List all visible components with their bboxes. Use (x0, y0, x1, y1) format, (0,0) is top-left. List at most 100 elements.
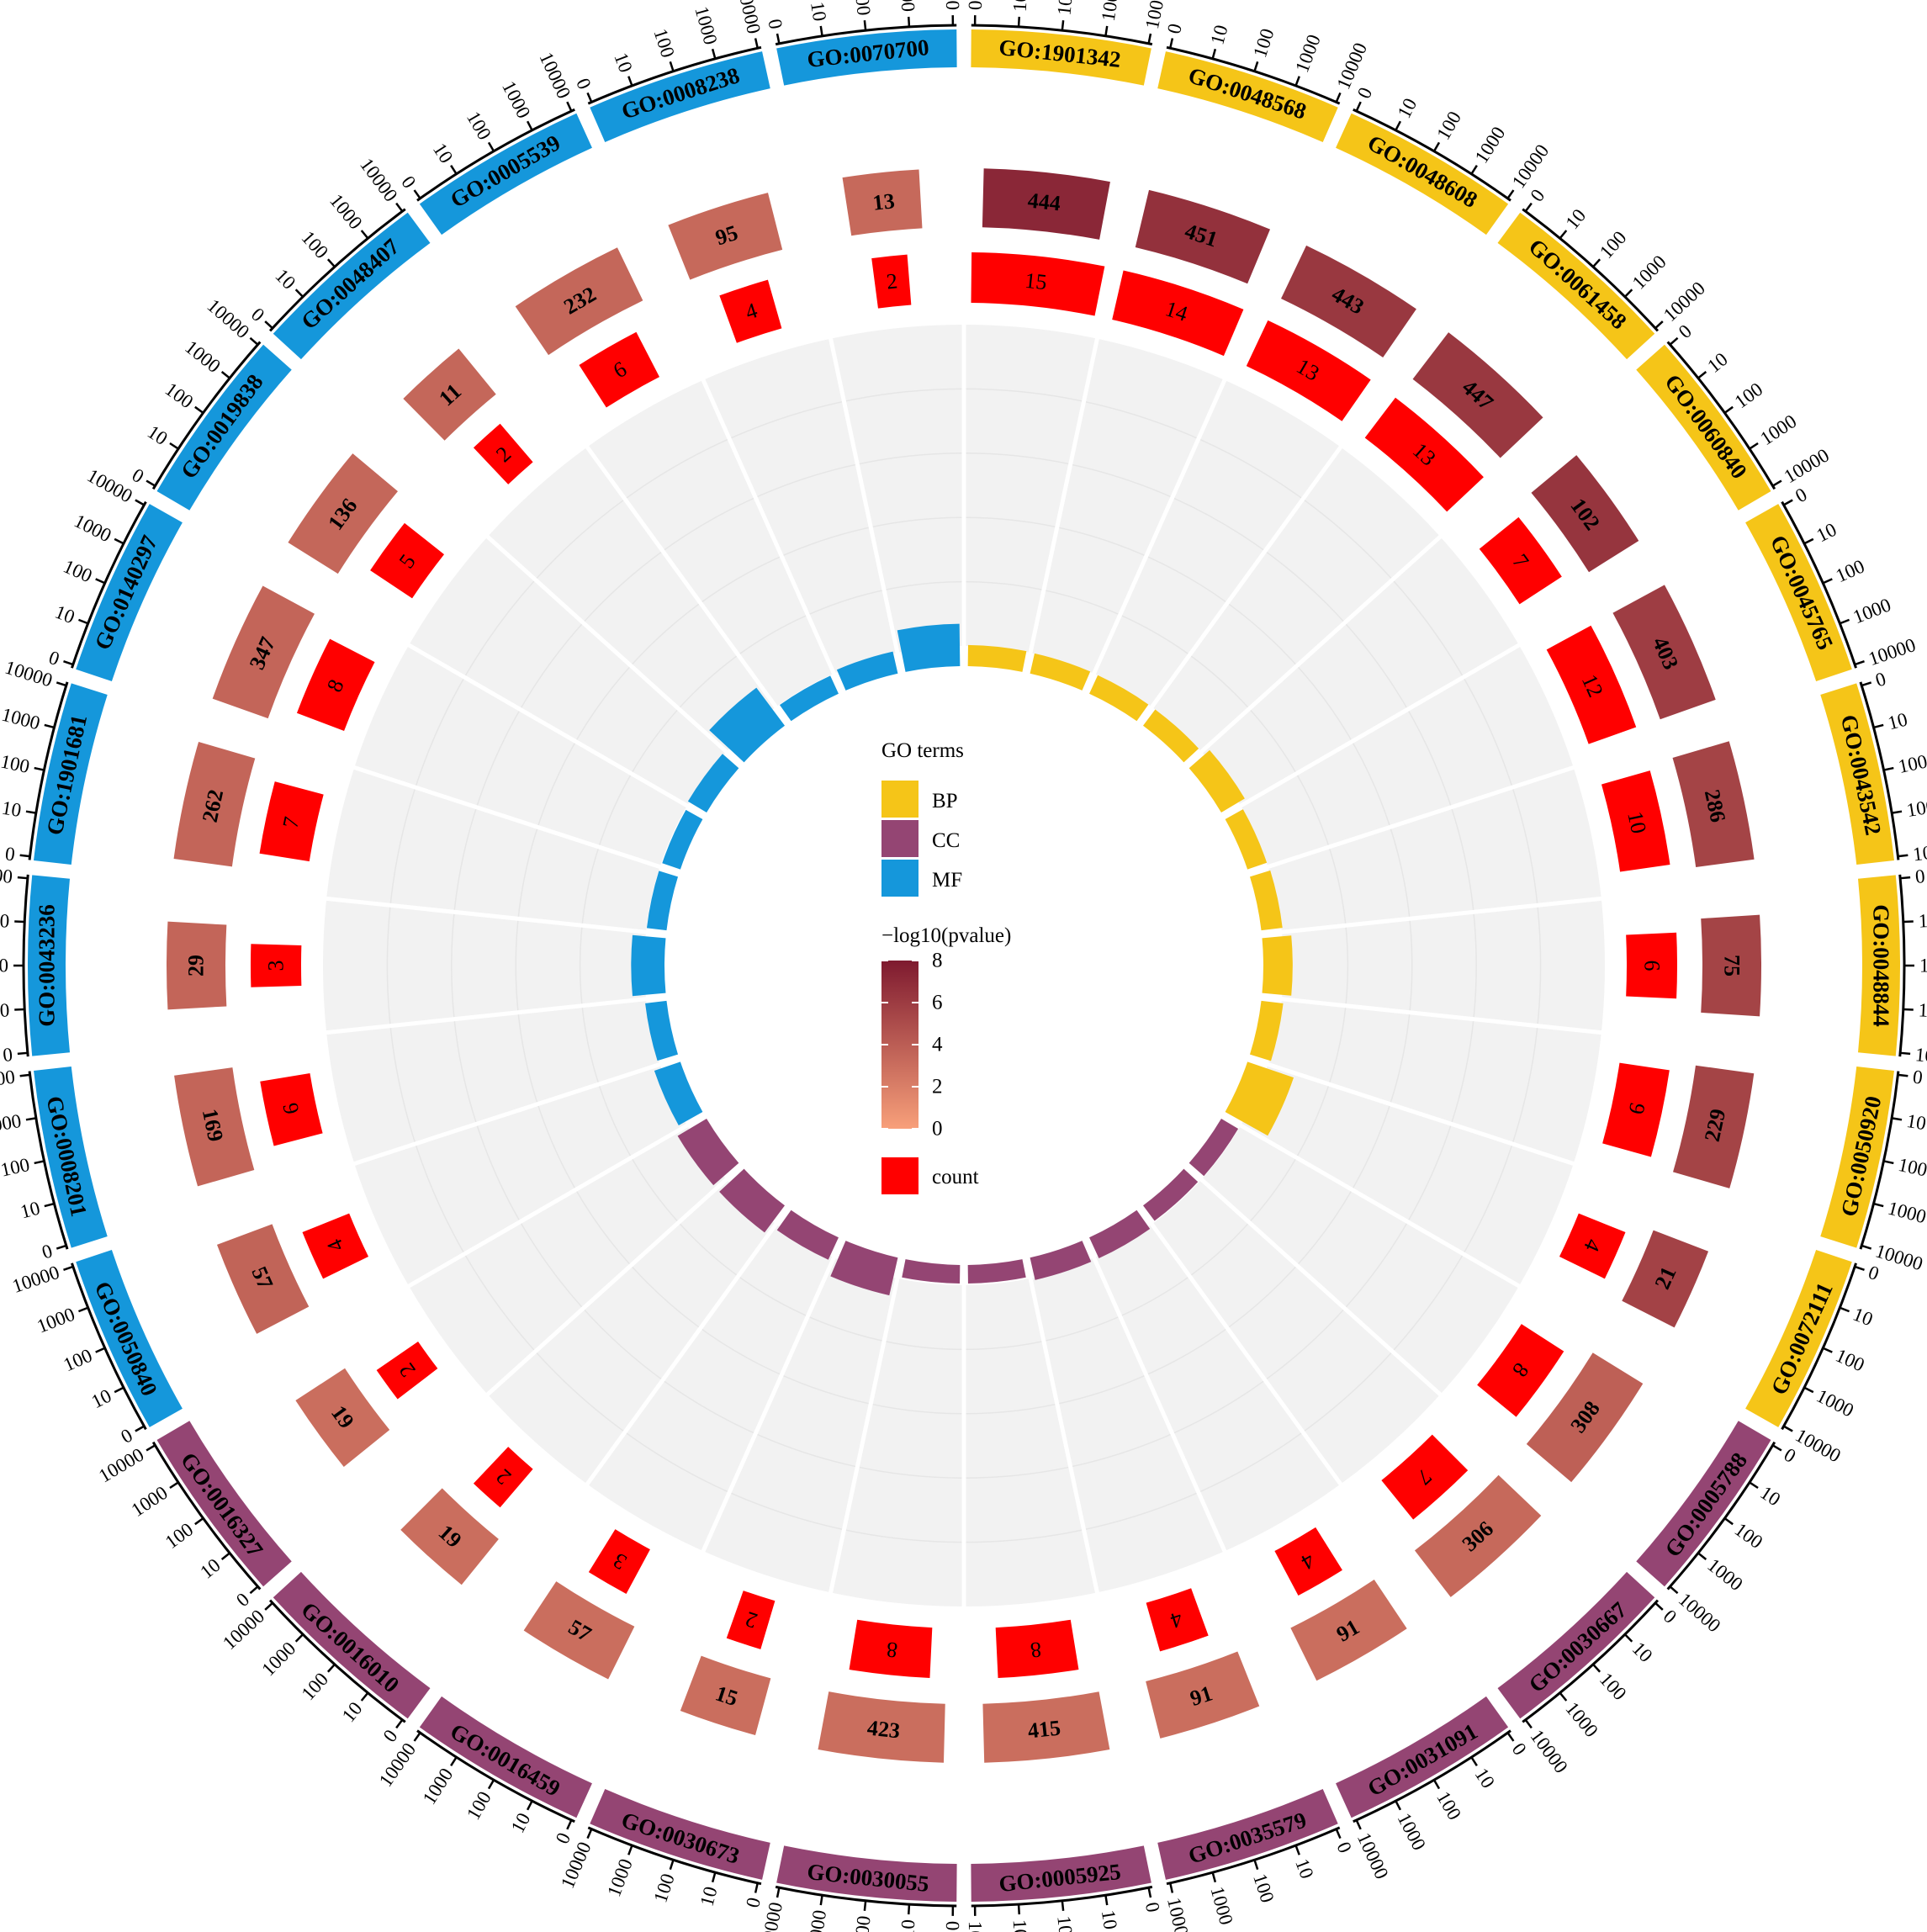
scale-tick-label: 10000 (1792, 1425, 1844, 1467)
scale-tick (1749, 442, 1759, 450)
scale-tick (63, 660, 74, 666)
sector-separator (1243, 763, 1581, 877)
count-bar (1601, 770, 1670, 872)
scale-tick-label: 10 (1918, 910, 1927, 932)
scale-tick (1697, 1552, 1707, 1560)
count-label: 8 (886, 1637, 899, 1662)
count-label: 9 (1624, 1101, 1650, 1117)
scale-tick (326, 258, 336, 268)
sector-separator (1181, 1161, 1447, 1401)
gene-number-bar (515, 247, 643, 356)
scale-tick-label: 1000 (0, 909, 10, 932)
scale-tick-label: 10 (1703, 348, 1732, 377)
count-bar (370, 522, 445, 599)
scale-tick (776, 1887, 781, 1898)
scale-tick-label: 10 (1628, 1638, 1657, 1666)
scale-tick-label: 1000 (181, 336, 225, 377)
scale-tick (77, 618, 89, 625)
scale-tick (1147, 33, 1152, 45)
gene-number-bar (1701, 914, 1761, 1017)
scale-tick-label: 10000 (83, 465, 135, 507)
scale-tick-label: 100 (1432, 1788, 1465, 1823)
scale-tick-label: 100 (61, 1345, 96, 1376)
sector-separator (481, 530, 747, 770)
sector-separator (827, 1252, 905, 1600)
sector-band (590, 1789, 770, 1880)
count-bar (1626, 932, 1677, 999)
scale-tick (1211, 48, 1217, 60)
scale-tick (669, 1859, 675, 1871)
count-bar (259, 781, 324, 862)
scale-tick-label: 0 (1781, 1444, 1800, 1467)
scale-tick-label: 10000 (0, 1067, 16, 1093)
count-label: 15 (1024, 268, 1048, 295)
scale-tick (526, 120, 533, 131)
sector-axis (1859, 681, 1900, 860)
sector-label: GO:0016459 (446, 1718, 564, 1802)
scale-tick (249, 1585, 259, 1595)
scale-tick-label: 100 (1897, 1154, 1927, 1181)
scale-tick (450, 165, 458, 175)
scale-tick (1839, 618, 1850, 625)
sector-band (1497, 212, 1655, 360)
count-bar (1274, 1527, 1342, 1596)
scale-tick (360, 1691, 369, 1702)
scale-tick-label: 1000 (1291, 32, 1325, 76)
sector-band (1157, 1789, 1338, 1880)
scale-tick-label: 0 (1332, 1839, 1356, 1855)
scale-tick (63, 1265, 74, 1271)
sector-axis (587, 1826, 762, 1886)
sector-band (776, 29, 957, 86)
scale-tick-label: 0 (40, 1240, 55, 1262)
scale-tick (863, 20, 867, 31)
scale-tick (1669, 1585, 1679, 1595)
scale-tick-label: 100 (1596, 227, 1631, 262)
rich-factor-bar (654, 1061, 703, 1125)
count-bar (1364, 397, 1484, 512)
scale-tick-label: 100 (1249, 26, 1278, 61)
scale-tick (264, 320, 273, 330)
scale-tick-label: 100 (1919, 955, 1927, 977)
scale-tick-label: 10 (1009, 0, 1031, 13)
scale-tick-label: 100 (1731, 1519, 1767, 1554)
scale-tick (1211, 1871, 1217, 1883)
scale-tick-label: 0 (129, 464, 148, 487)
scale-tick-label: 0 (1866, 1262, 1882, 1284)
scale-tick-label: 10000 (1912, 839, 1927, 865)
gene-number-bar (1526, 1352, 1644, 1483)
scale-tick (627, 1845, 633, 1855)
scale-tick (1839, 1306, 1850, 1313)
scale-tick-label: 10000 (1660, 278, 1709, 326)
scale-tick (326, 1663, 336, 1673)
gene-number-bar (1146, 1651, 1260, 1739)
scale-tick (25, 810, 37, 814)
scale-tick (1697, 371, 1707, 379)
scale-tick-label: 10 (19, 1197, 43, 1222)
scale-tick (907, 1904, 911, 1915)
scale-tick-label: 1000 (71, 510, 114, 546)
legend-swatch-mf (881, 860, 919, 897)
sector-separator (1135, 440, 1347, 729)
scale-tick-label: 100 (1432, 108, 1465, 143)
gene-number-label: 13 (871, 188, 896, 215)
scale-tick (1355, 1819, 1362, 1830)
scale-tick (1104, 25, 1109, 36)
scale-tick-label: 0 (1141, 1900, 1164, 1913)
scale-tick-label: 1000 (128, 1482, 172, 1521)
scale-tick (1169, 38, 1174, 49)
rich-factor-bar (897, 623, 961, 672)
scale-tick (1104, 1895, 1109, 1906)
count-bar (1477, 1324, 1564, 1417)
scale-tick (114, 1386, 124, 1394)
gene-number-bar (842, 169, 923, 236)
sector-band (1497, 1571, 1655, 1719)
scale-tick (395, 202, 404, 213)
scale-tick-label: 1000 (804, 1908, 831, 1932)
scale-tick (146, 479, 156, 487)
rich-factor-bar (1143, 1168, 1199, 1221)
gradient-tick-label: 6 (932, 992, 943, 1014)
sector-band (273, 1571, 431, 1719)
rich-factor-bar (779, 675, 839, 722)
